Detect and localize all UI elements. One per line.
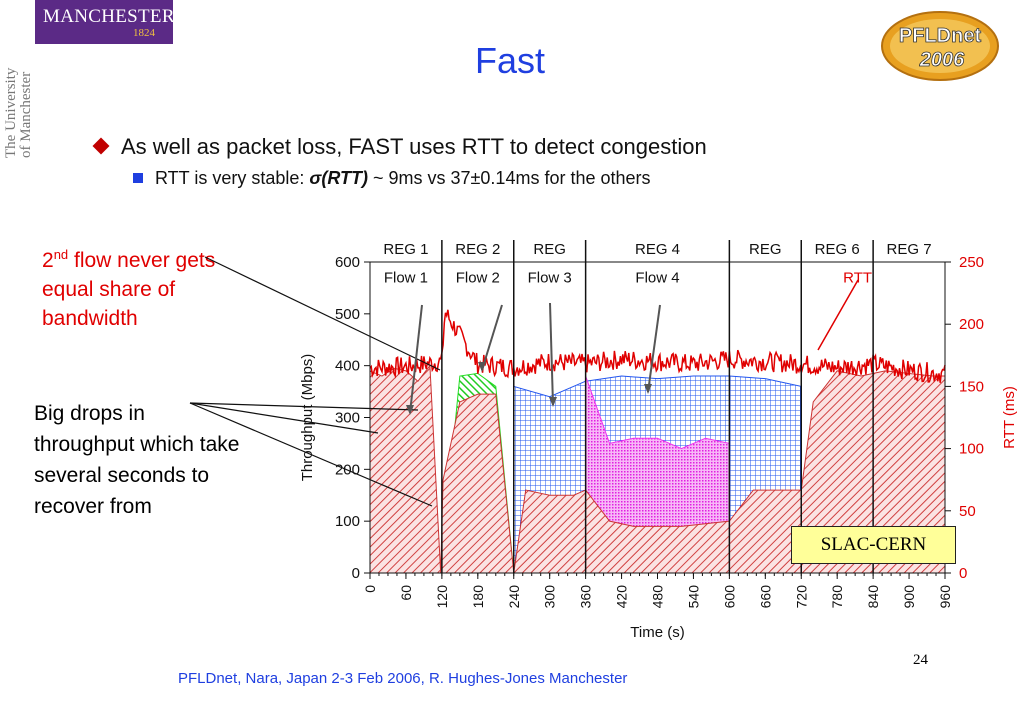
annotation-second-flow-text: flow never gets equal share of bandwidth [42,249,216,330]
pointer-line-big-drop [189,402,433,507]
x-tick-label: 120 [434,585,450,609]
flow-label: Flow 2 [456,270,500,287]
annotation-big-drops: Big drops in throughput which take sever… [34,402,240,518]
x-tick-label: 360 [578,585,594,609]
x-tick-label: 60 [398,585,414,601]
region-label: REG 1 [383,241,428,258]
x-tick-label: 240 [506,585,522,609]
x-tick-label: 780 [829,585,845,609]
university-name-vertical: The University of Manchester [3,67,34,158]
pointer-line-big-drop [189,402,379,434]
x-tick-label: 720 [793,585,809,609]
x-axis-label: Time (s) [630,624,684,641]
footer: PFLDnet, Nara, Japan 2-3 Feb 2006, R. Hu… [178,670,628,687]
region-label: REG 2 [455,241,500,258]
x-tick-label: 540 [685,585,701,609]
region-label: REG 4 [635,241,680,258]
y2-tick-label: 250 [959,254,984,271]
university-logo: MANCHESTER 1824 [35,0,175,44]
rtt-pointer-line [817,279,859,351]
series-rtt-line [369,309,946,384]
bullet-level1-text: As well as packet loss, FAST uses RTT to… [121,134,707,159]
y-axis-label: Throughput (Mbps) [299,354,316,482]
flow3-arrow [549,302,554,406]
page-number: 24 [913,652,928,668]
y-tick-label: 100 [335,513,360,530]
bullet-level2-prefix: RTT is very stable: [155,168,310,188]
x-tick-label: 900 [901,585,917,609]
x-tick-label: 660 [757,585,773,609]
university-name-text: The University [3,67,19,158]
bullet-level2-suffix: ~ 9ms vs 37±0.14ms for the others [368,168,651,188]
annotation-ordinal-number: 2 [42,249,54,272]
y-tick-label: 500 [335,306,360,323]
flow-label: Flow 1 [384,270,428,287]
x-tick-label: 420 [614,585,630,609]
pointer-line-big-drop [189,402,419,411]
slac-cern-label: SLAC-CERN [791,526,956,564]
flow2-arrow [481,304,503,371]
y-tick-label: 400 [335,358,360,375]
bullet-level2: RTT is very stable: σ(RTT) ~ 9ms vs 37±0… [133,168,651,189]
flow3-arrow-head [549,397,557,407]
logo-wordmark: MANCHESTER [43,6,175,27]
y2-axis-label: RTT (ms) [1001,386,1018,449]
flow1-arrow [409,304,423,414]
y2-tick-label: 100 [959,441,984,458]
flow1-arrow-head [406,405,414,415]
square-bullet-icon [133,173,143,183]
bullet-level2-sigma: σ(RTT) [309,168,368,188]
flow4-arrow [647,304,661,393]
y2-tick-label: 50 [959,503,976,520]
y-tick-label: 0 [352,565,360,582]
x-tick-label: 300 [542,585,558,609]
region-label: REG [749,241,782,258]
x-tick-label: 480 [650,585,666,609]
annotation-ordinal-suffix: nd [53,247,69,262]
y2-tick-label: 200 [959,316,984,333]
y-tick-label: 600 [335,254,360,271]
x-tick-label: 600 [721,585,737,609]
flow2-arrow-head [478,362,486,372]
bullet-level1: As well as packet loss, FAST uses RTT to… [92,134,707,160]
region-label: REG 6 [815,241,860,258]
logo-line1: PFLDnet [899,25,982,47]
flow-label: Flow 4 [635,270,679,287]
annotation-second-flow: 2nd flow never gets equal share of bandw… [42,240,252,333]
flow4-arrow-head [644,384,652,394]
logo-line2: 2006 [919,49,965,71]
y2-tick-label: 0 [959,565,967,582]
university-name-text-2: of Manchester [18,72,34,158]
pointer-line-second-flow [204,256,441,371]
flow-label: Flow 3 [528,270,572,287]
rtt-series-label: RTT [843,270,872,287]
x-tick-label: 840 [865,585,881,609]
x-tick-label: 180 [470,585,486,609]
y2-tick-label: 150 [959,378,984,395]
region-label: REG 7 [887,241,932,258]
region-label: REG [533,241,566,258]
pfldnet-logo: PFLDnet 2006 [881,11,999,81]
slide-title: Fast [474,40,545,81]
x-tick-label: 960 [937,585,953,609]
y-tick-label: 300 [335,410,360,427]
logo-year: 1824 [133,27,155,39]
x-tick-label: 0 [362,585,378,593]
